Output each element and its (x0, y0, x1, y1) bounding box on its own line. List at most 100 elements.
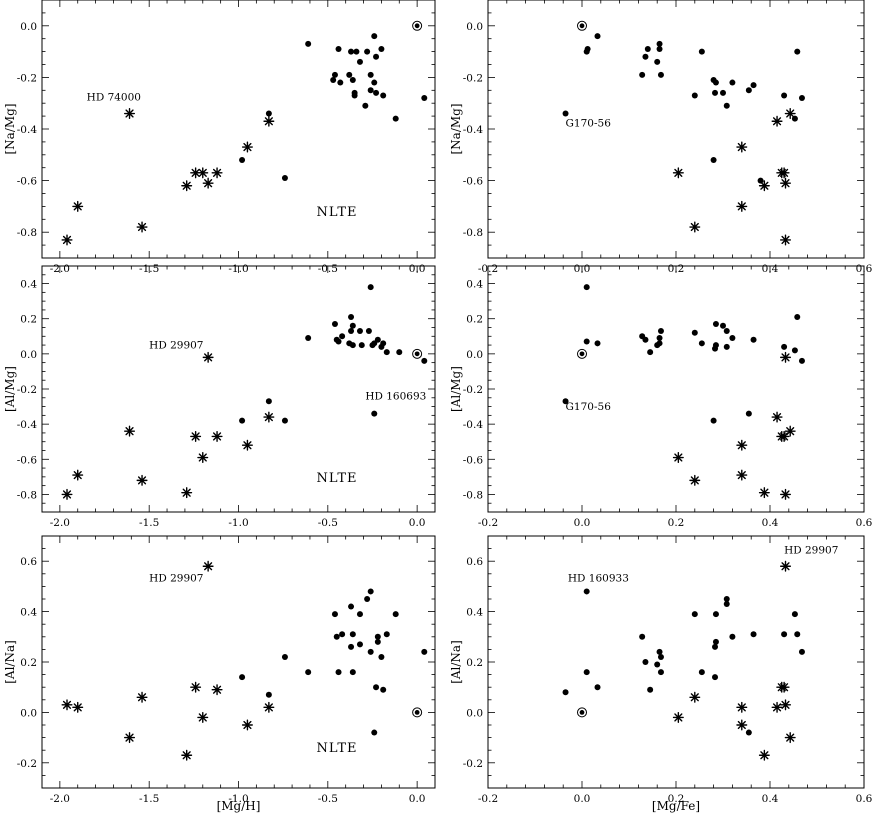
data-point-star (263, 701, 275, 713)
data-point-star (758, 180, 770, 192)
x-tick-label: -2.0 (50, 793, 70, 805)
data-point-dot (364, 596, 371, 602)
data-point-dot (380, 340, 387, 347)
data-point-dot (562, 110, 569, 117)
data-point-dot (798, 648, 805, 655)
data-point-dot (794, 631, 801, 638)
data-point-dot (794, 48, 801, 55)
data-point-star (736, 469, 748, 481)
data-point-dot (371, 729, 378, 736)
sun-symbol (577, 707, 587, 718)
data-point-dot (642, 336, 649, 343)
data-point-dot (337, 79, 344, 86)
y-tick-label: 0.0 (466, 349, 483, 361)
data-point-dot (374, 633, 381, 640)
data-point-dot (720, 322, 726, 329)
star-annotation: HD 160933 (568, 572, 629, 584)
data-point-dot (348, 313, 355, 320)
data-point-star (771, 411, 783, 423)
data-point-dot (348, 603, 355, 610)
y-tick-label: -0.8 (17, 227, 37, 239)
data-point-dot (657, 328, 664, 335)
y-tick-label: 0.2 (20, 314, 37, 326)
y-tick-label: -0.2 (463, 72, 483, 84)
data-point-dot (583, 588, 590, 595)
data-point-star (758, 749, 770, 761)
data-point-dot (729, 633, 736, 640)
data-point-dot (330, 76, 337, 83)
data-point-star (771, 701, 783, 713)
data-point-star (197, 452, 209, 464)
data-point-dot (356, 328, 363, 335)
y-tick-label: -0.2 (17, 72, 37, 84)
data-point-dot (349, 631, 356, 638)
data-point-dot (421, 357, 428, 364)
data-point-dot (356, 611, 363, 618)
data-point-star (181, 749, 193, 761)
x-tick-label: 0.0 (409, 793, 426, 805)
data-point-star (241, 141, 253, 153)
data-point-star (771, 115, 783, 127)
data-point-star (124, 108, 136, 120)
data-point-dot (791, 611, 798, 618)
data-point-dot (583, 338, 590, 345)
data-point-dot (339, 333, 346, 340)
data-point-dot (794, 313, 801, 320)
data-point-dot (378, 46, 385, 53)
star-annotation: HD 160693 (365, 391, 426, 403)
data-point-dot (657, 653, 664, 660)
data-point-dot (378, 653, 385, 660)
plot-frame (41, 265, 436, 513)
data-point-dot (421, 95, 428, 102)
data-point-star (136, 221, 148, 233)
data-point-dot (656, 46, 663, 53)
data-point-dot (349, 669, 356, 676)
data-point-dot (331, 320, 338, 327)
data-point-star (181, 487, 193, 499)
data-point-dot (349, 76, 356, 83)
y-tick-label: -0.6 (463, 176, 484, 188)
data-point-dot (335, 338, 342, 345)
data-point-star (72, 701, 84, 713)
data-point-dot (750, 631, 757, 638)
sun-symbol (577, 348, 587, 359)
data-point-dot (644, 46, 651, 53)
y-axis-title: [Al/Na] (449, 640, 463, 684)
data-point-dot (371, 33, 378, 40)
data-point-star (72, 469, 84, 481)
data-point-star (780, 177, 792, 189)
data-point-dot (710, 156, 717, 163)
data-point-dot (712, 89, 719, 96)
data-point-star (780, 699, 792, 711)
data-point-dot (656, 648, 663, 655)
y-tick-label: 0.4 (20, 607, 37, 619)
data-point-dot (698, 340, 705, 347)
data-point-star (784, 108, 796, 120)
data-point-dot (367, 648, 374, 655)
data-point-dot (712, 79, 719, 86)
data-point-dot (781, 92, 788, 99)
data-point-dot (712, 674, 719, 681)
x-tick-label: 0.0 (409, 517, 426, 529)
data-point-star (124, 425, 136, 437)
y-tick-label: 0.0 (20, 707, 37, 719)
y-tick-label: -0.8 (17, 489, 37, 501)
y-tick-label: 0.2 (466, 657, 483, 669)
y-tick-label: 0.6 (20, 556, 37, 568)
data-point-dot (371, 410, 378, 417)
star-annotation: G170-56 (566, 117, 612, 129)
star-annotation: G170-56 (566, 401, 612, 413)
data-point-star (689, 221, 701, 233)
x-tick-label: -0.2 (478, 517, 498, 529)
y-axis-title: [Al/Mg] (3, 366, 17, 412)
data-point-dot (356, 641, 363, 648)
star-annotation: HD 29907 (784, 545, 838, 557)
panel-right-bottom: -0.2 0.0 0.2 0.4 0.6 -0.2 0.0 0.2 0.4 0.6 [Al/Na] [… (449, 535, 873, 813)
y-axis-title: [Na/Mg] (3, 103, 17, 154)
y-tick-label: -0.4 (17, 124, 38, 136)
data-point-dot (239, 417, 246, 424)
panel-left-middle: -2.0 -1.5 -1.0 -0.5 0.0 -0.8 -0.6 -0.4 -0.2 0.0 0.… (3, 265, 436, 529)
data-point-dot (331, 71, 338, 78)
data-point-dot (745, 87, 752, 94)
